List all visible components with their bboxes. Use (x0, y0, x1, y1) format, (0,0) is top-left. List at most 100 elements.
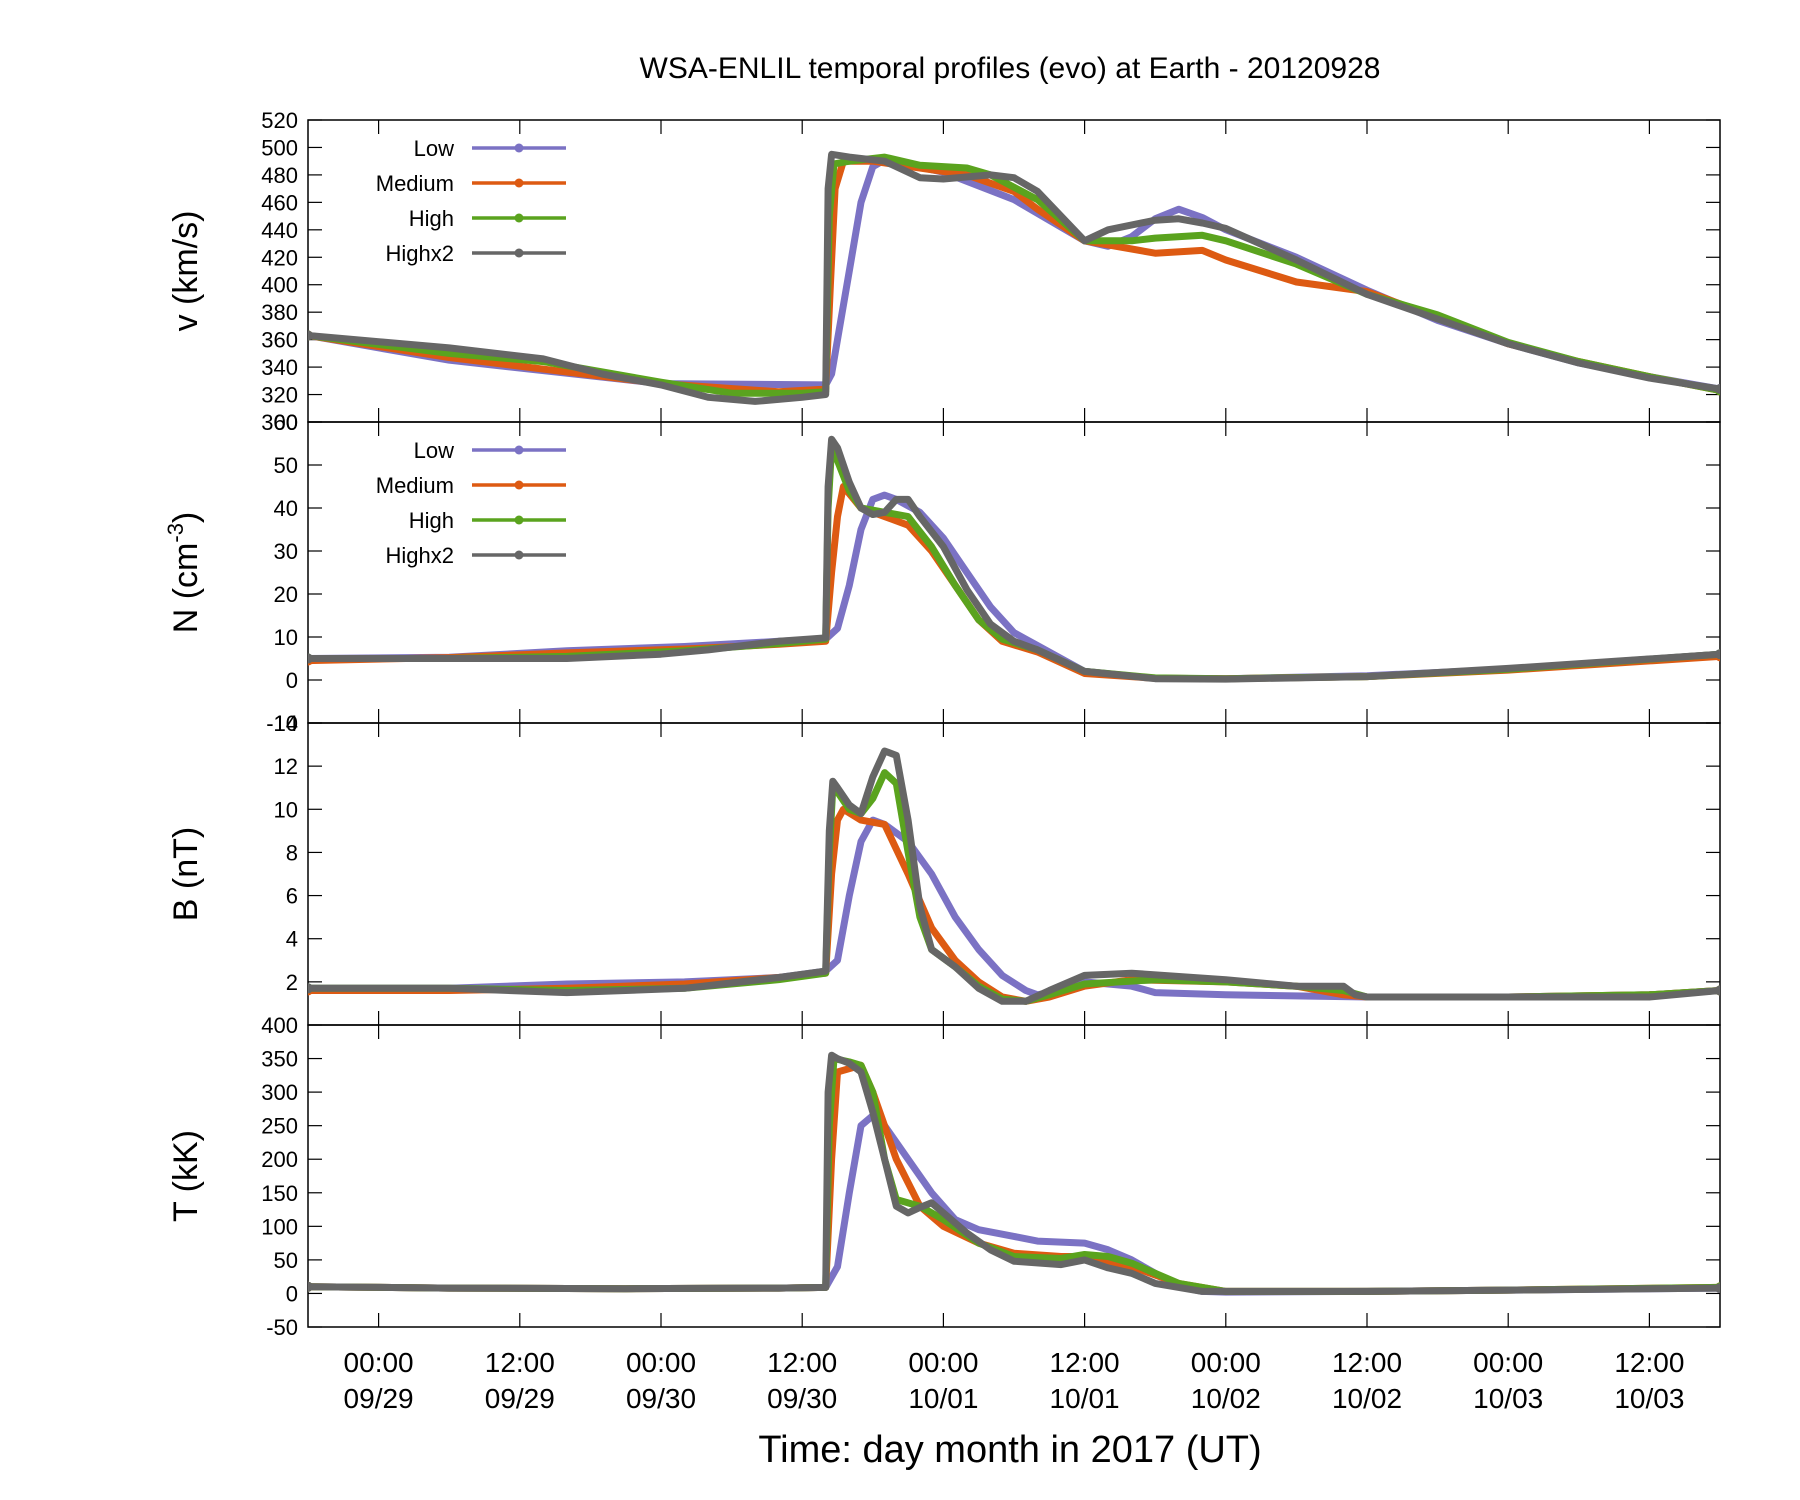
panel-N-ytick-label: 0 (286, 668, 298, 693)
panel-N: -10 0 10 20 30 40 50 60 N (cm-3) Low Medium High Hig… (163, 410, 1721, 736)
x-tick-labels: 00:00 09/29 12:00 09/29 00:00 09/30 12:00 09/30… (344, 1347, 1685, 1414)
legend-marker-highx2 (514, 248, 524, 258)
panel-B-ytick-label: 10 (274, 797, 298, 822)
x-axis-label: Time: day month in 2017 (UT) (758, 1429, 1261, 1471)
panel-N-ytick-label: 60 (274, 410, 298, 435)
series-line-high-B (308, 769, 1720, 1005)
x-tick-label-date: 10/02 (1191, 1383, 1261, 1414)
panel-v-ytick-label: 300 (261, 410, 298, 435)
panel-T-ylabel: T (kK) (167, 1130, 205, 1222)
panel-N-ylabel-sup: -3 (163, 523, 188, 543)
panel-B-ytick-label: 12 (274, 754, 298, 779)
chart-title: WSA-ENLIL temporal profiles (evo) at Ear… (640, 52, 1381, 85)
panel-v-ytick-label: 520 (261, 108, 298, 133)
series-line-highx2-v (308, 150, 1720, 405)
panel-T-ytick-label: 200 (261, 1147, 298, 1172)
x-tick-label-date: 10/02 (1332, 1383, 1402, 1414)
x-tick-label-time: 12:00 (1050, 1347, 1120, 1378)
x-tick-label-time: 00:00 (908, 1347, 978, 1378)
series-line-highx2-N (308, 435, 1720, 683)
legend-marker-low (514, 445, 524, 455)
panel-v-ytick-label: 480 (261, 163, 298, 188)
legend-marker-highx2 (514, 550, 524, 560)
panel-v-ytick-label: 380 (261, 300, 298, 325)
x-tick-label-date: 10/01 (908, 1383, 978, 1414)
panel-T-ytick-label: -50 (266, 1315, 298, 1340)
panel-T-ylabel-text: T (kK) (167, 1130, 205, 1222)
panel-N-ytick-label: 40 (274, 496, 298, 521)
x-tick-label-date: 09/29 (344, 1383, 414, 1414)
panel-v-ytick-label: 440 (261, 218, 298, 243)
panel-N-legend: Low Medium High Highx2 (376, 438, 566, 568)
panel-T-ytick-label: 250 (261, 1114, 298, 1139)
x-tick-label-date: 10/01 (1050, 1383, 1120, 1414)
series-point-highx2-N (308, 653, 313, 664)
panel-v-ytick-label: 340 (261, 355, 298, 380)
series-line-high-T (308, 1055, 1720, 1295)
panel-T-series (308, 1051, 1720, 1296)
series-point-highx2-v (308, 330, 313, 341)
x-tick-label-time: 12:00 (767, 1347, 837, 1378)
legend-label-highx2: Highx2 (386, 543, 454, 568)
panel-B-ylabel-text: B (nT) (167, 827, 205, 921)
x-tick-label-time: 12:00 (1332, 1347, 1402, 1378)
series-line-low-T (308, 1112, 1720, 1296)
legend-marker-high (514, 213, 524, 223)
panel-v-ytick-label: 460 (261, 190, 298, 215)
x-tick-label-time: 12:00 (1614, 1347, 1684, 1378)
panel-v-ytick-label: 360 (261, 328, 298, 353)
panel-T-frame (307, 1024, 1721, 1328)
legend-label-medium: Medium (376, 171, 454, 196)
series-line-highx2-T (308, 1051, 1720, 1295)
x-tick-label-date: 09/30 (626, 1383, 696, 1414)
series-point-highx2-v (1715, 384, 1720, 395)
panel-v-frame (307, 119, 1721, 423)
legend-marker-medium (514, 178, 524, 188)
panel-B-ytick-label: 6 (286, 884, 298, 909)
series-line-medium-B (308, 805, 1720, 1005)
legend-marker-medium (514, 480, 524, 490)
panel-B-ytick-label: 14 (274, 711, 298, 736)
panel-B: 2 4 6 8 10 12 14 B (nT) (167, 711, 1721, 1026)
panel-N-ylabel-text: N (cm (167, 543, 205, 634)
series-point-highx2-T (1715, 1283, 1720, 1294)
panel-T-ytick-label: 400 (261, 1013, 298, 1038)
panel-N-ylabel: N (cm-3) (163, 512, 205, 634)
x-tick-label-time: 12:00 (485, 1347, 555, 1378)
panel-N-ylabel-close: ) (167, 512, 205, 523)
x-tick-label-time: 00:00 (1191, 1347, 1261, 1378)
panel-N-frame (307, 421, 1721, 724)
panel-v-legend: Low Medium High Highx2 (376, 136, 566, 266)
series-point-highx2-B (1715, 985, 1720, 996)
legend-label-high: High (409, 206, 454, 231)
panel-B-ytick-label: 2 (286, 970, 298, 995)
series-point-highx2-T (308, 1281, 313, 1292)
legend-label-high: High (409, 508, 454, 533)
legend-marker-high (514, 515, 524, 525)
panel-B-ylabel: B (nT) (167, 827, 205, 921)
legend-label-low: Low (414, 136, 454, 161)
panel-B-ytick-label: 8 (286, 840, 298, 865)
panel-N-ytick-label: 50 (274, 453, 298, 478)
panel-T-ytick-label: 50 (274, 1248, 298, 1273)
panel-N-ytick-label: 30 (274, 539, 298, 564)
series-point-highx2-N (1715, 649, 1720, 660)
panel-v-ytick-label: 420 (261, 245, 298, 270)
panel-N-series (308, 435, 1720, 683)
panel-v-ylabel-text: v (km/s) (167, 211, 205, 332)
x-tick-label-time: 00:00 (626, 1347, 696, 1378)
x-tick-label-date: 09/29 (485, 1383, 555, 1414)
legend-label-highx2: Highx2 (386, 241, 454, 266)
x-tick-label-date: 10/03 (1473, 1383, 1543, 1414)
panel-v-ytick-label: 500 (261, 135, 298, 160)
panel-T: -50 0 50 100 150 200 250 300 350 400 T (kK) (167, 1013, 1721, 1340)
panel-B-series (308, 747, 1720, 1005)
panel-T-ytick-label: 300 (261, 1080, 298, 1105)
panel-v-ylabel: v (km/s) (167, 211, 205, 332)
panel-N-ytick-label: 20 (274, 582, 298, 607)
x-tick-label-date: 09/30 (767, 1383, 837, 1414)
panel-B-ytick-label: 4 (286, 927, 298, 952)
